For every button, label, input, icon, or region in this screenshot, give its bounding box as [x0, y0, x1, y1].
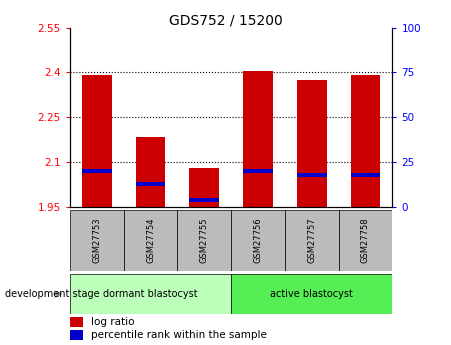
Bar	[82, 76, 111, 207]
Bar	[189, 198, 219, 202]
Bar	[136, 137, 166, 207]
Bar	[70, 210, 124, 271]
Text: active blastocyst: active blastocyst	[270, 289, 353, 299]
Text: GSM27758: GSM27758	[361, 218, 370, 264]
Text: GSM27757: GSM27757	[307, 218, 316, 264]
Bar	[351, 173, 380, 177]
Text: GSM27753: GSM27753	[92, 218, 101, 264]
Bar	[177, 210, 231, 271]
Bar	[136, 182, 166, 186]
Text: development stage: development stage	[5, 289, 99, 299]
Bar	[285, 210, 339, 271]
Bar	[231, 210, 285, 271]
Bar	[70, 330, 83, 340]
Bar	[70, 274, 231, 314]
Bar	[70, 317, 83, 327]
Bar	[297, 173, 327, 177]
Bar	[82, 169, 111, 173]
Bar	[231, 274, 392, 314]
Bar	[189, 168, 219, 207]
Bar	[124, 210, 177, 271]
Text: dormant blastocyst: dormant blastocyst	[103, 289, 198, 299]
Text: percentile rank within the sample: percentile rank within the sample	[91, 330, 267, 340]
Bar	[339, 210, 392, 271]
Bar	[243, 169, 273, 173]
Bar	[243, 71, 273, 207]
Bar	[351, 76, 380, 207]
Text: GSM27755: GSM27755	[200, 218, 209, 263]
Text: GDS752 / 15200: GDS752 / 15200	[169, 14, 282, 28]
Bar	[297, 80, 327, 207]
Text: GSM27754: GSM27754	[146, 218, 155, 263]
Text: GSM27756: GSM27756	[253, 218, 262, 264]
Text: log ratio: log ratio	[91, 317, 134, 327]
